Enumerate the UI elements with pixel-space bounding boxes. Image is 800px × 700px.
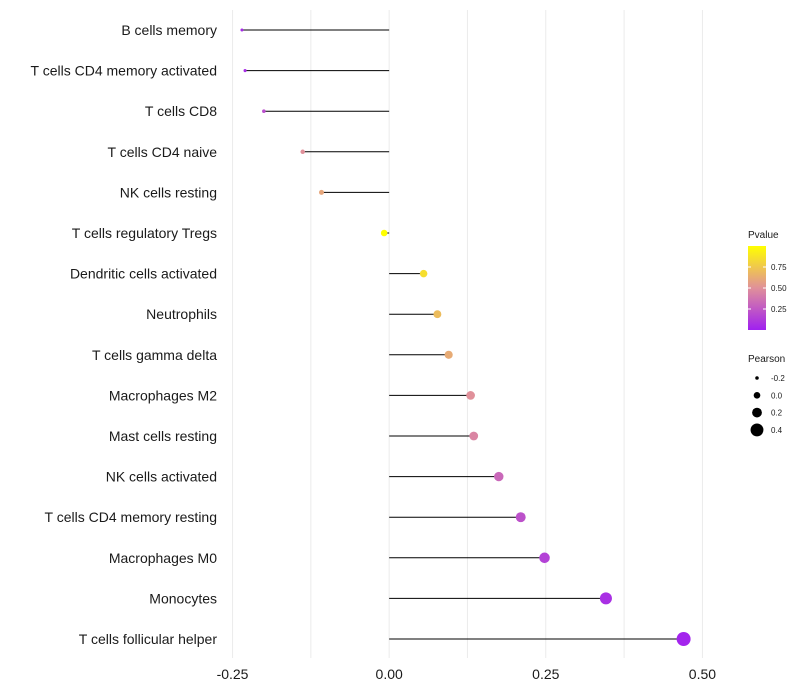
lollipop-point <box>444 350 453 359</box>
x-tick-label: -0.25 <box>217 666 249 682</box>
lollipop-point <box>419 269 428 278</box>
size-legend-label: 0.4 <box>771 426 783 435</box>
lollipop-points <box>240 28 691 646</box>
category-label: NK cells activated <box>106 469 217 485</box>
category-label: Neutrophils <box>146 306 217 322</box>
pearson-legend-title: Pearson <box>748 354 785 365</box>
category-label: NK cells resting <box>120 184 217 200</box>
size-legend-label: 0.0 <box>771 391 783 400</box>
size-legend-dot <box>753 391 761 399</box>
lollipop-point <box>599 592 612 605</box>
pvalue-legend-title: Pvalue <box>748 230 779 241</box>
colorbar-tick-label: 0.50 <box>771 284 787 293</box>
lollipop-stems <box>241 29 684 640</box>
size-legend-label: 0.2 <box>771 409 783 418</box>
x-axis-ticks: -0.25 0.00 0.25 0.50 <box>217 666 717 682</box>
lollipop-point <box>319 189 324 195</box>
size-legend-dot <box>755 376 759 380</box>
x-tick-label: 0.25 <box>532 666 559 682</box>
lollipop-point <box>433 310 442 319</box>
category-label: T cells CD4 naive <box>108 144 218 160</box>
pvalue-colorbar <box>748 246 766 330</box>
lollipop-point <box>539 552 550 564</box>
category-label: Macrophages M0 <box>109 550 217 566</box>
category-labels: B cells memory T cells CD4 memory activat… <box>31 22 218 647</box>
category-label: T cells CD4 memory activated <box>31 63 217 79</box>
x-tick-label: 0.00 <box>376 666 403 682</box>
lollipop-point <box>466 391 475 400</box>
category-label: T cells follicular helper <box>79 631 218 647</box>
category-label: T cells CD4 memory resting <box>45 509 217 525</box>
lollipop-point <box>494 471 504 482</box>
category-label: Mast cells resting <box>109 428 217 444</box>
category-label: Macrophages M2 <box>109 387 217 403</box>
colorbar-tick-label: 0.25 <box>771 305 787 314</box>
x-tick-label: 0.50 <box>689 666 716 682</box>
category-label: B cells memory <box>121 22 217 38</box>
category-label: Monocytes <box>149 590 217 606</box>
lollipop-point <box>300 149 305 155</box>
lollipop-point <box>243 69 247 73</box>
category-label: T cells gamma delta <box>92 347 217 363</box>
category-label: Dendritic cells activated <box>70 266 217 282</box>
lollipop-point <box>240 28 244 32</box>
lollipop-point <box>380 229 388 237</box>
category-label: T cells CD8 <box>145 103 217 119</box>
lollipop-point <box>262 109 266 113</box>
grid-lines <box>232 10 703 658</box>
lollipop-point <box>469 431 479 441</box>
size-legend-dot <box>750 423 764 437</box>
size-legend-label: -0.2 <box>771 374 785 383</box>
colorbar-tick-label: 0.75 <box>771 263 787 272</box>
size-legend-dot <box>752 407 762 418</box>
pvalue-legend: Pvalue 0.75 0.50 0.25 <box>748 230 787 330</box>
category-label: T cells regulatory Tregs <box>72 225 217 241</box>
lollipop-point <box>515 512 526 523</box>
pearson-legend: Pearson -0.2 0.0 0.2 0.4 <box>748 354 785 437</box>
lollipop-point <box>676 632 691 646</box>
